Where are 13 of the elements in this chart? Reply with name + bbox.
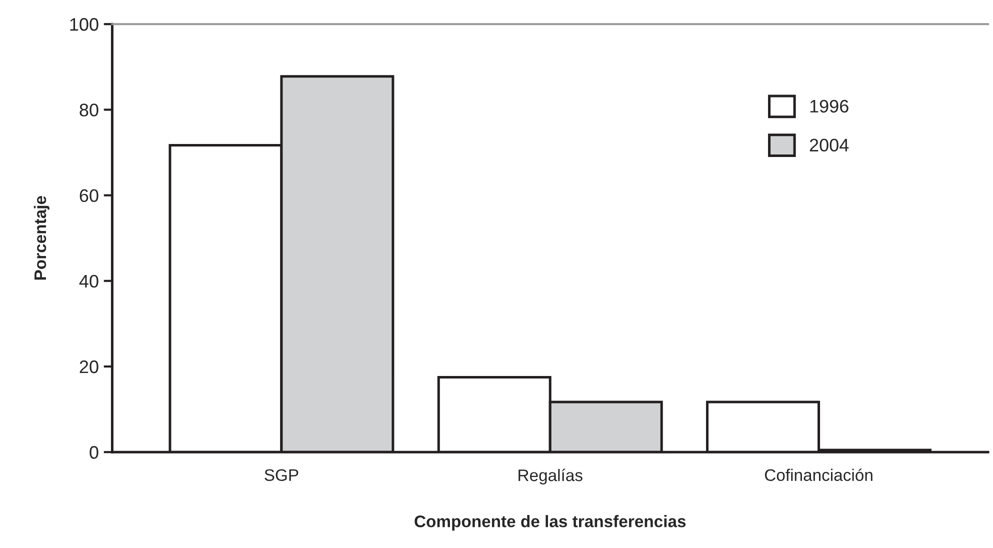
y-tick-label: 40 [79,274,98,288]
x-axis-title: Componente de las transferencias [414,515,686,531]
x-tick-label: Cofinanciación [764,468,872,482]
x-tick-label: Regalías [518,468,582,484]
legend-label: 2004 [810,138,849,152]
y-tick-label: 60 [80,189,98,202]
legend-label: 1996 [810,100,848,113]
y-tick-label: 0 [90,446,98,459]
y-tick-label: 100 [70,18,98,31]
x-tick-label: SGP [264,469,298,482]
y-tick-label: 80 [80,104,98,116]
y-axis-title: Porcentaje [34,196,50,280]
y-tick-label: 20 [80,360,98,374]
